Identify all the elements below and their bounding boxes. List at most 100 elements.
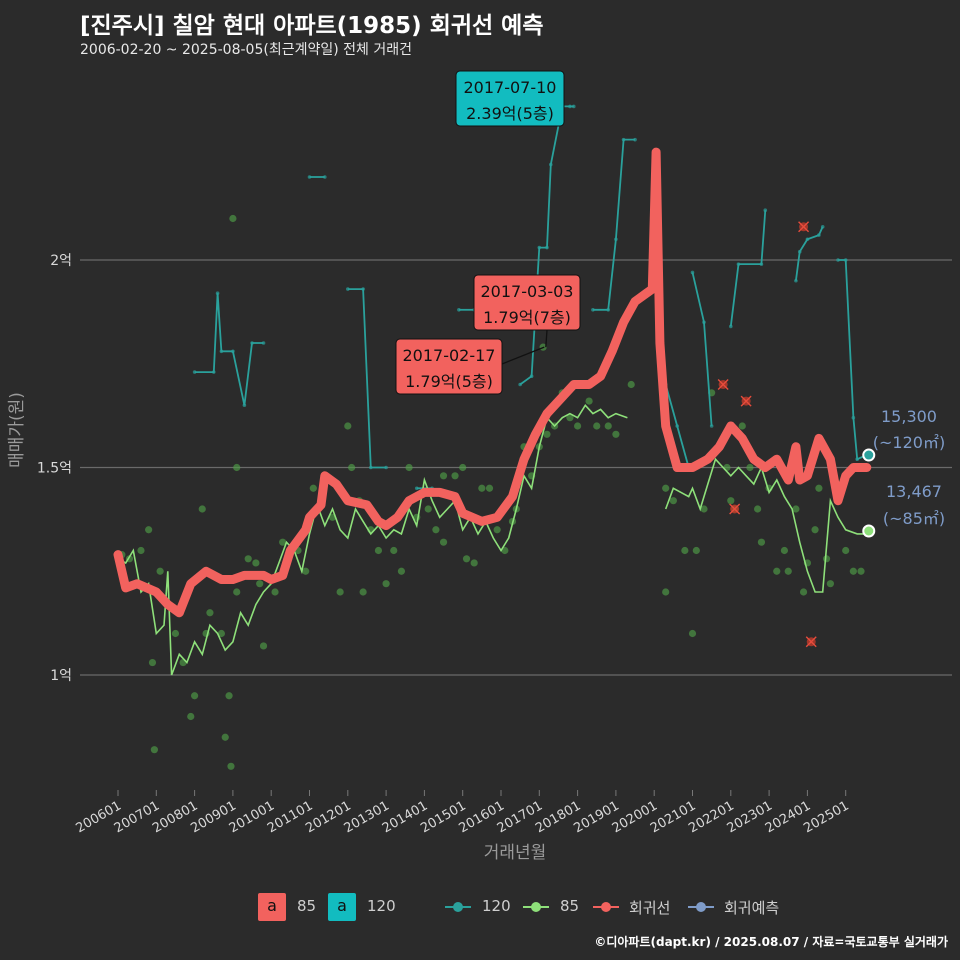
data-point (198, 505, 206, 513)
outlier-mark (798, 221, 810, 233)
series-120-point (591, 308, 595, 312)
data-point (842, 546, 850, 555)
series-120-point (361, 287, 365, 291)
endpoint-85-value: 13,467 (886, 482, 942, 501)
series-120-point (219, 349, 224, 354)
series-120-point (571, 104, 576, 109)
annotation-20170217-date: 2017-02-17 (403, 346, 496, 365)
data-point (221, 733, 229, 741)
series-120-point (211, 370, 216, 374)
series-120-point (457, 308, 461, 312)
data-point (738, 422, 746, 430)
endpoint-120 (862, 448, 876, 462)
annotation-20170303-date: 2017-03-03 (481, 282, 574, 301)
endpoint-120-value: 15,300 (881, 407, 937, 426)
series-120-point (368, 465, 373, 470)
legend-label-120: 120 (367, 897, 396, 915)
annotation-20170217-box (395, 338, 503, 395)
data-point (336, 588, 344, 596)
x-axis-title: 거래년월 (484, 843, 547, 863)
annotation-20170710-price: 2.39억(5층) (466, 104, 554, 123)
series-120-point (709, 424, 714, 428)
data-point (256, 580, 264, 588)
data-point (259, 642, 268, 650)
series-120-point (820, 225, 825, 229)
data-point (156, 567, 164, 575)
series-120-point (794, 278, 798, 283)
series-85-line (117, 403, 628, 676)
series-120-point (843, 258, 848, 262)
legend-line-120-icon (445, 902, 471, 912)
data-point (390, 546, 398, 555)
series-120-line (592, 138, 635, 311)
data-point (459, 463, 467, 472)
data-point (681, 546, 689, 555)
data-point (543, 430, 551, 438)
series-120-point (805, 237, 810, 242)
series-120-point (851, 415, 856, 420)
legend-forecast-label: 회귀예측 (724, 899, 780, 917)
series-120-point (323, 175, 327, 179)
data-point (784, 567, 792, 575)
data-point (451, 472, 459, 480)
data-point (849, 567, 857, 575)
data-point (811, 526, 819, 534)
regression-line (113, 147, 872, 618)
credit: ©디아파트(dapt.kr) / 2025.08.07 / 자료=국토교통부 실… (594, 935, 948, 949)
data-point (493, 526, 501, 534)
annotation-20170217-price: 1.79억(5층) (405, 372, 493, 391)
series-120-point (548, 162, 553, 167)
y-tick-label: 1억 (50, 668, 72, 684)
data-point (746, 463, 754, 472)
legend: a 85 a 120 120 85 회귀선 회귀예측 (0, 893, 960, 921)
series-120-point (242, 403, 247, 408)
legend-label-85: 85 (297, 897, 317, 915)
series-120-line (691, 272, 713, 427)
data-point (359, 588, 367, 596)
data-point (244, 555, 252, 563)
data-point (137, 546, 145, 555)
series-120-point (346, 287, 350, 291)
data-point (566, 414, 574, 422)
data-point (432, 526, 440, 534)
data-point (206, 609, 214, 617)
data-point (593, 422, 601, 430)
data-point (344, 422, 352, 430)
data-point (462, 555, 471, 563)
legend-line-label-85: 85 (560, 897, 580, 915)
annotation-20170217-leader (501, 346, 545, 365)
series-120-point (729, 324, 733, 329)
series-120-point (537, 245, 542, 250)
data-point (233, 588, 241, 596)
data-point (374, 546, 383, 555)
series-120-line (519, 105, 574, 386)
data-point (662, 588, 670, 596)
series-120-line (347, 288, 387, 469)
series-120-point (545, 245, 549, 250)
legend-regression-label: 회귀선 (629, 899, 671, 917)
series-120-point (633, 137, 637, 142)
data-point (225, 692, 233, 700)
data-point (309, 484, 317, 492)
data-point (348, 463, 356, 472)
series-120-point (529, 374, 534, 379)
series-120-point (606, 308, 611, 312)
series-120-point (414, 486, 419, 491)
endpoint-120-area: (~120㎡) (873, 433, 945, 452)
data-point (780, 546, 789, 555)
data-point (148, 658, 157, 667)
series-120-point (763, 208, 768, 212)
data-point (815, 484, 823, 492)
series-120-point (518, 382, 522, 387)
series-120-point (855, 457, 859, 462)
data-point (252, 559, 260, 567)
data-point (612, 430, 620, 438)
data-point (439, 538, 448, 546)
data-point (822, 555, 831, 563)
legend-key-85: a (258, 893, 286, 921)
series-120-line (194, 293, 264, 406)
data-point (397, 567, 406, 575)
data-point (757, 538, 766, 546)
series-120-point (690, 270, 695, 275)
